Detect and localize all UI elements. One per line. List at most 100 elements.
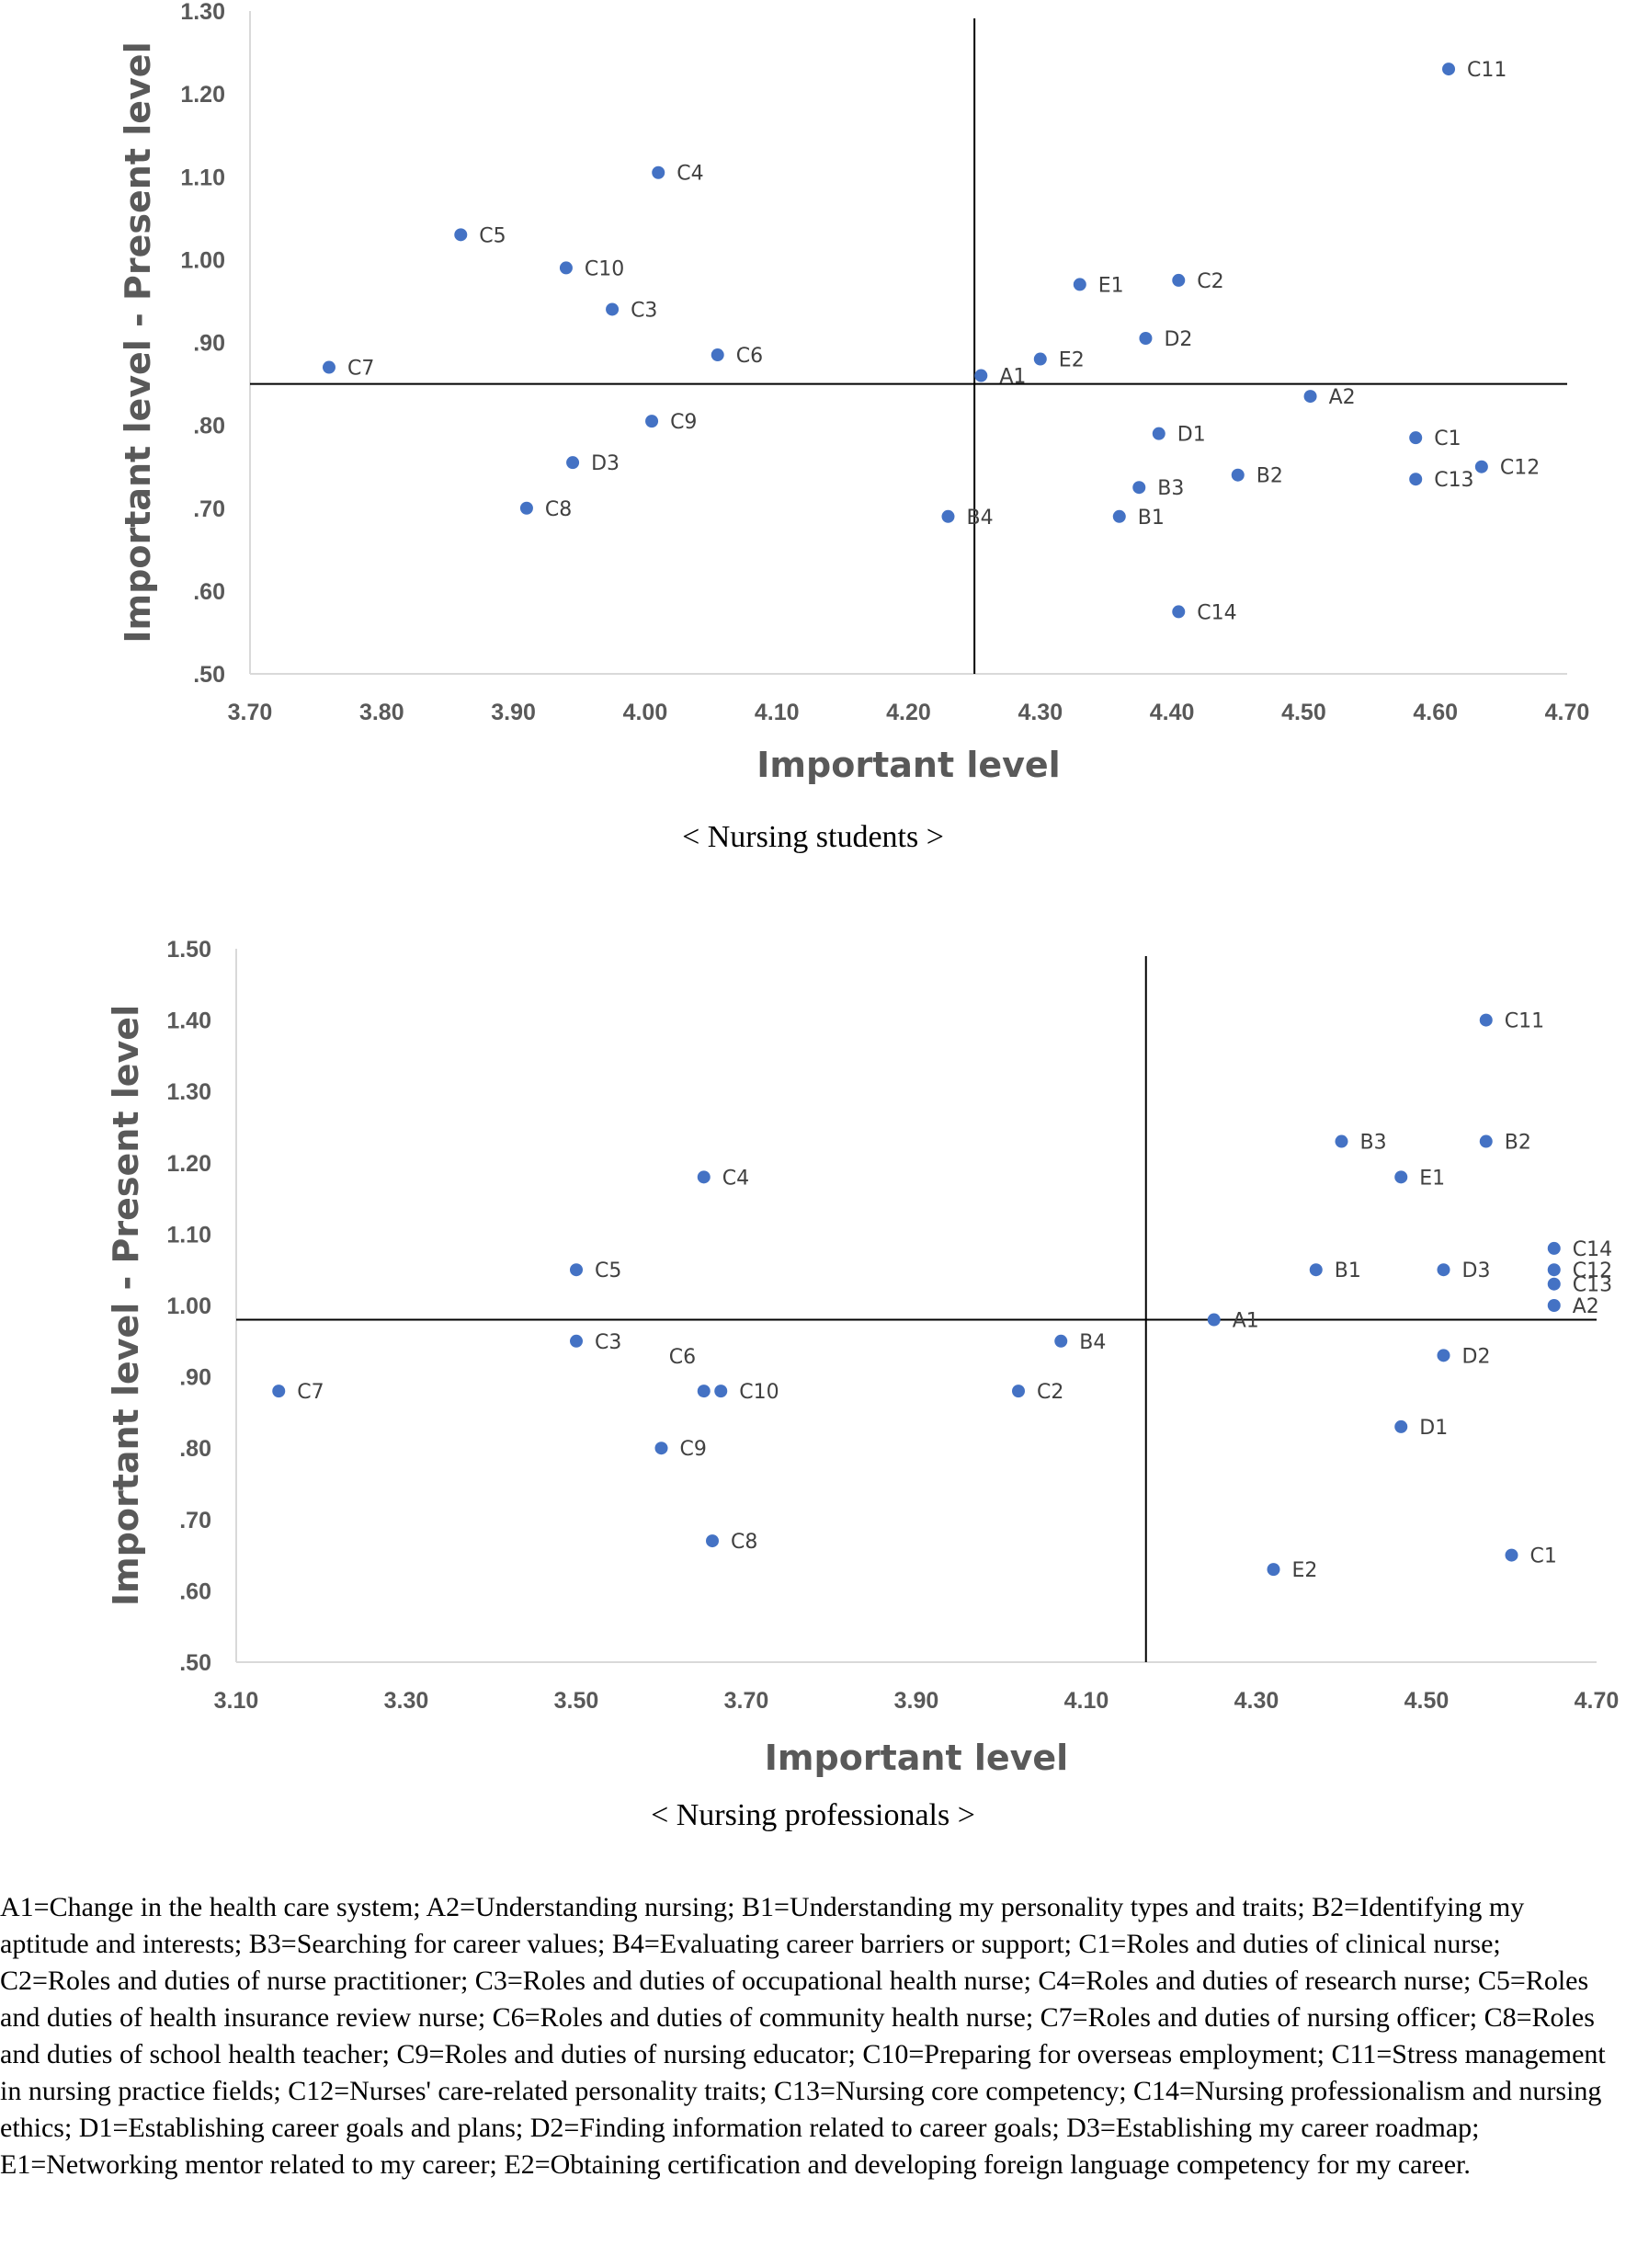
y-axis-title: Important level - Present level [118,41,158,643]
y-tick-label: .50 [179,1650,211,1676]
data-point-a2 [1303,390,1317,404]
data-point-c1 [1409,431,1423,445]
y-tick-label: .50 [193,662,225,688]
data-label-e2: E2 [1292,1559,1318,1582]
data-point-e2 [1033,352,1047,366]
scatter-chart-nursing-students: 3.70 3.80 3.90 4.00 4.10 4.20 4.30 4.40 4.50 4.60… [118,0,1589,785]
data-point-c14 [1547,1241,1561,1255]
y-tick-label: .60 [179,1578,211,1604]
data-point-a2 [1547,1299,1561,1312]
data-point-c2 [1012,1385,1025,1398]
x-tick-label: 4.60 [1413,700,1458,725]
data-point-c13 [1547,1277,1561,1291]
data-point-c2 [1172,273,1186,287]
data-point-d2 [1139,331,1153,345]
data-label-b1: B1 [1138,507,1165,530]
data-label-c1: C1 [1530,1545,1557,1568]
data-point-c12 [1474,460,1488,473]
data-label-d2: D2 [1462,1345,1491,1368]
y-tick-label: .90 [179,1365,211,1391]
data-point-e1 [1394,1170,1408,1184]
x-tick-label: 3.90 [894,1688,939,1714]
data-label-a1: A1 [1233,1310,1259,1333]
data-point-b2 [1479,1134,1493,1148]
x-tick-label: 4.20 [886,700,931,725]
x-tick-label: 3.70 [724,1688,769,1714]
data-label-c6: C6 [669,1346,696,1369]
x-tick-label: 4.40 [1150,700,1195,725]
data-point-b3 [1132,481,1146,495]
data-label-e2: E2 [1059,349,1085,372]
x-tick-label: 3.10 [214,1688,259,1714]
y-tick-label: .70 [193,496,225,522]
data-label-b4: B4 [966,507,993,530]
data-label-c2: C2 [1037,1381,1063,1404]
x-tick-label: 4.30 [1234,1688,1279,1714]
data-label-d1: D1 [1419,1417,1448,1440]
x-tick-label: 4.10 [755,700,800,725]
data-point-c10 [714,1385,728,1398]
data-label-c3: C3 [595,1331,621,1354]
data-point-b4 [1054,1334,1068,1348]
data-label-a2: A2 [1329,386,1356,409]
data-point-b3 [1335,1134,1348,1148]
chart-caption-nursing-students: < Nursing students > [682,820,944,854]
data-point-c6 [711,348,724,362]
data-point-c10 [559,261,573,275]
data-label-d1: D1 [1177,424,1206,447]
data-label-a2: A2 [1573,1295,1599,1318]
data-point-c7 [272,1385,286,1398]
data-label-c7: C7 [297,1381,324,1404]
data-label-c12: C12 [1500,457,1540,480]
x-tick-label: 4.10 [1064,1688,1109,1714]
data-point-a1 [1207,1313,1221,1327]
data-label-b4: B4 [1079,1331,1106,1354]
y-tick-label: .60 [193,579,225,605]
data-point-c13 [1409,473,1423,486]
data-label-c14: C14 [1573,1238,1612,1261]
y-tick-label: 1.10 [166,1222,211,1248]
y-axis-title: Important level - Present level [106,1005,146,1606]
data-point-e1 [1073,278,1086,291]
x-tick-label: 4.70 [1575,1688,1620,1714]
data-label-c10: C10 [585,257,624,280]
data-point-b2 [1231,468,1245,482]
data-point-b1 [1309,1263,1323,1277]
data-point-c8 [519,501,533,515]
data-label-c6: C6 [736,345,763,368]
data-label-c13: C13 [1573,1274,1612,1297]
data-point-c1 [1505,1548,1518,1562]
data-label-c4: C4 [677,163,703,186]
x-tick-label: 4.00 [623,700,668,725]
y-tick-label: 1.20 [166,1151,211,1177]
data-label-c11: C11 [1467,59,1507,82]
data-point-c7 [322,360,335,374]
x-tick-label: 3.30 [384,1688,429,1714]
data-label-a1: A1 [999,366,1026,389]
data-label-c9: C9 [680,1438,707,1461]
data-point-c4 [652,165,665,179]
data-label-c13: C13 [1434,469,1473,492]
y-tick-label: 1.00 [166,1294,211,1319]
data-label-c3: C3 [631,299,657,322]
data-point-c9 [654,1442,668,1455]
y-tick-label: 1.20 [180,82,225,108]
data-label-c12: C12 [1573,1259,1612,1282]
data-point-c5 [454,228,468,242]
data-label-b2: B2 [1505,1132,1531,1155]
data-label-e1: E1 [1098,274,1124,297]
data-point-c11 [1442,63,1456,76]
y-tick-label: .80 [193,414,225,439]
y-tick-label: 1.10 [180,165,225,190]
scatter-chart-nursing-professionals: 3.10 3.30 3.50 3.70 3.90 4.10 4.30 4.50 4.70 1.50… [106,937,1620,1778]
y-tick-label: .70 [179,1508,211,1533]
data-label-c1: C1 [1434,427,1461,450]
y-tick-label: 1.30 [180,0,225,25]
y-tick-label: 1.40 [166,1009,211,1034]
data-label-c7: C7 [347,358,374,381]
data-point-e2 [1267,1563,1280,1577]
data-label-c5: C5 [479,224,506,247]
y-tick-label: .80 [179,1436,211,1462]
data-point-d2 [1437,1349,1450,1362]
data-label-c10: C10 [739,1381,779,1404]
